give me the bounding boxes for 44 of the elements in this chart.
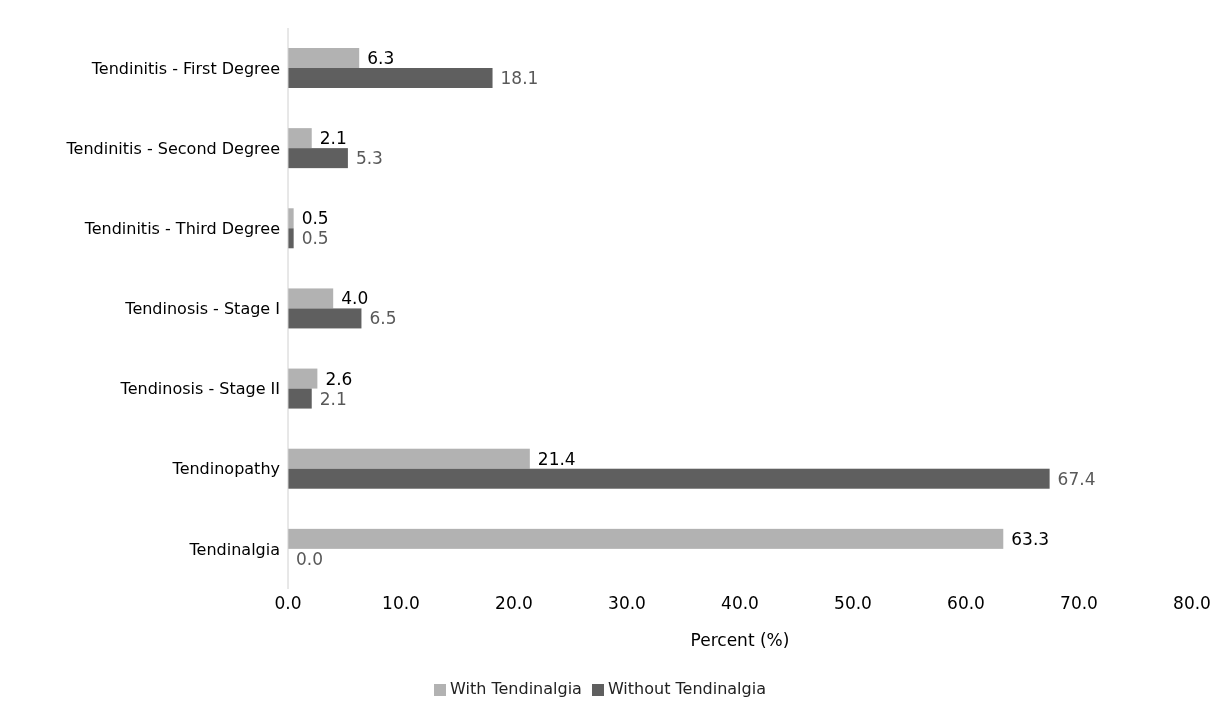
x-tick-label: 20.0 xyxy=(495,593,533,614)
data-label: 18.1 xyxy=(500,68,539,88)
bar xyxy=(288,48,360,68)
x-tick-label: 0.0 xyxy=(274,593,302,614)
y-tick-label: Tendinosis - Stage II xyxy=(119,379,280,399)
bar xyxy=(288,528,1004,549)
data-label: 2.1 xyxy=(319,388,347,409)
legend-label: With Tendinalgia xyxy=(450,679,582,698)
bar xyxy=(288,468,1050,489)
x-tick-label: 30.0 xyxy=(608,593,646,614)
y-tick-label: Tendinopathy xyxy=(171,459,280,479)
data-label: 5.3 xyxy=(355,148,383,169)
bar xyxy=(288,288,334,309)
data-label: 0.5 xyxy=(301,208,329,229)
x-tick-label: 40.0 xyxy=(721,593,759,614)
data-label: 0.5 xyxy=(301,228,329,249)
data-label: 6.5 xyxy=(369,308,397,329)
x-tick-label: 10.0 xyxy=(382,593,420,614)
bar xyxy=(288,68,493,88)
bar xyxy=(288,448,530,469)
bar xyxy=(288,128,312,149)
x-tick-label: 70.0 xyxy=(1060,593,1098,614)
data-label: 4.0 xyxy=(341,288,369,309)
data-label: 67.4 xyxy=(1057,468,1096,489)
data-label: 6.3 xyxy=(367,48,395,68)
bar xyxy=(288,148,348,169)
data-label: 63.3 xyxy=(1011,528,1050,549)
legend-label: Without Tendinalgia xyxy=(607,679,766,698)
x-tick-label: 80.0 xyxy=(1173,593,1211,614)
x-tick-label: 60.0 xyxy=(947,593,985,614)
x-tick-label: 50.0 xyxy=(834,593,872,614)
x-axis-title: Percent (%) xyxy=(690,630,790,651)
data-label: 2.6 xyxy=(325,368,353,389)
y-tick-label: Tendinosis - Stage I xyxy=(124,299,280,319)
bar xyxy=(288,388,312,409)
y-tick-label: Tendinitis - First Degree xyxy=(90,58,280,78)
data-label: 0.0 xyxy=(296,548,324,569)
bar xyxy=(288,368,318,389)
data-label: 2.1 xyxy=(319,128,347,149)
bar xyxy=(288,308,362,329)
y-tick-label: Tendinitis - Second Degree xyxy=(65,138,280,158)
y-tick-label: Tendinalgia xyxy=(188,539,280,559)
data-label: 21.4 xyxy=(537,448,576,469)
y-tick-label: Tendinitis - Third Degree xyxy=(83,219,280,239)
